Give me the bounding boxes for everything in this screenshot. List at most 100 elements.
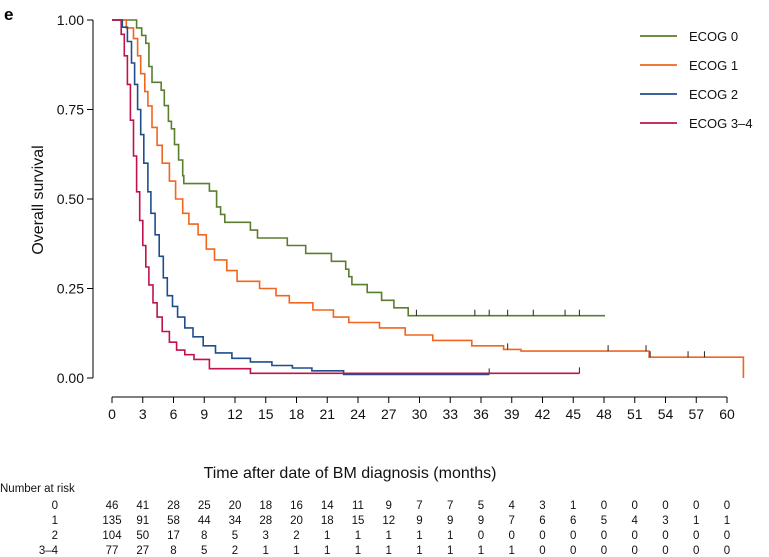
risk-count: 0 — [509, 530, 515, 542]
risk-count: 18 — [259, 500, 272, 512]
x-tick-label: 45 — [565, 406, 581, 422]
risk-row-label: 1 — [52, 515, 58, 527]
risk-count: 18 — [321, 515, 334, 527]
risk-count: 3 — [539, 500, 545, 512]
risk-count: 0 — [632, 545, 638, 557]
risk-count: 0 — [693, 545, 699, 557]
risk-count: 5 — [478, 500, 484, 512]
risk-count: 6 — [570, 515, 576, 527]
y-tick-label: 0.25 — [57, 281, 84, 297]
x-tick-label: 60 — [719, 406, 735, 422]
risk-count: 6 — [539, 515, 545, 527]
risk-count: 11 — [352, 500, 364, 512]
y-tick-label: 0.50 — [57, 191, 84, 207]
risk-count: 4 — [509, 500, 516, 512]
risk-count: 46 — [106, 500, 119, 512]
risk-count: 1 — [386, 530, 392, 542]
risk-count: 41 — [136, 500, 149, 512]
x-tick-label: 51 — [627, 406, 643, 422]
risk-count: 1 — [416, 545, 422, 557]
x-tick-label: 3 — [139, 406, 147, 422]
risk-count: 1 — [355, 530, 361, 542]
risk-count: 0 — [601, 545, 607, 557]
risk-count: 0 — [724, 545, 730, 557]
survival-curves — [112, 19, 745, 378]
risk-count: 0 — [478, 530, 484, 542]
risk-count: 0 — [601, 500, 607, 512]
risk-count: 20 — [229, 500, 242, 512]
legend-label: ECOG 3–4 — [689, 116, 753, 131]
risk-count: 9 — [447, 515, 453, 527]
risk-count: 9 — [416, 515, 422, 527]
risk-count: 0 — [539, 545, 545, 557]
risk-count: 9 — [386, 500, 392, 512]
risk-count: 0 — [570, 530, 576, 542]
x-tick-label: 39 — [504, 406, 520, 422]
x-tick-label: 30 — [412, 406, 428, 422]
x-tick-label: 33 — [442, 406, 458, 422]
x-tick-label: 15 — [258, 406, 274, 422]
risk-count: 1 — [693, 515, 699, 527]
risk-count: 50 — [136, 530, 149, 542]
risk-count: 135 — [102, 515, 121, 527]
risk-count: 0 — [693, 530, 699, 542]
risk-count: 0 — [570, 545, 576, 557]
risk-count: 2 — [232, 545, 238, 557]
risk-count: 0 — [693, 500, 699, 512]
risk-count: 1 — [324, 545, 330, 557]
risk-count: 0 — [662, 530, 668, 542]
y-tick-label: 0.00 — [57, 370, 84, 386]
survival-curve-2 — [112, 19, 490, 376]
risk-count: 4 — [632, 515, 639, 527]
risk-count: 44 — [198, 515, 211, 527]
risk-count: 28 — [167, 500, 180, 512]
risk-count: 16 — [290, 500, 303, 512]
risk-count: 0 — [724, 530, 730, 542]
risk-count: 0 — [662, 500, 668, 512]
risk-count: 1 — [355, 545, 361, 557]
risk-count: 1 — [478, 545, 484, 557]
x-axis: 0 3 6 9 12 15 18 21 24 27 30 33 36 39 42 45 48 51 54 57 60 — [108, 396, 735, 422]
risk-count: 8 — [170, 545, 176, 557]
risk-count: 77 — [106, 545, 119, 557]
survival-curve-1 — [112, 19, 745, 378]
risk-count: 8 — [201, 530, 207, 542]
risk-count: 1 — [263, 545, 269, 557]
x-tick-label: 0 — [108, 406, 116, 422]
risk-count: 7 — [509, 515, 515, 527]
x-tick-label: 36 — [473, 406, 489, 422]
risk-count: 1 — [724, 515, 730, 527]
x-tick-label: 57 — [688, 406, 704, 422]
risk-count: 25 — [198, 500, 211, 512]
risk-count: 14 — [321, 500, 334, 512]
survival-curve-3 — [112, 19, 580, 375]
x-tick-label: 42 — [535, 406, 551, 422]
risk-count: 91 — [136, 515, 149, 527]
risk-count: 7 — [447, 500, 453, 512]
risk-count: 58 — [167, 515, 180, 527]
x-tick-label: 27 — [381, 406, 397, 422]
y-tick-label: 1.00 — [57, 12, 84, 28]
panel-label: e — [4, 5, 13, 24]
risk-count: 9 — [478, 515, 484, 527]
x-tick-label: 6 — [170, 406, 178, 422]
risk-count: 0 — [632, 530, 638, 542]
x-tick-label: 9 — [200, 406, 208, 422]
risk-row-label: 2 — [52, 530, 58, 542]
x-tick-label: 21 — [319, 406, 335, 422]
risk-count: 3 — [662, 515, 668, 527]
risk-count: 12 — [382, 515, 395, 527]
x-tick-label: 24 — [350, 406, 366, 422]
legend-label: ECOG 0 — [689, 29, 738, 44]
risk-row-label: 0 — [52, 500, 58, 512]
risk-count: 1 — [416, 530, 422, 542]
risk-count: 1 — [293, 545, 299, 557]
x-tick-label: 54 — [658, 406, 674, 422]
risk-count: 2 — [293, 530, 299, 542]
risk-count: 0 — [662, 545, 668, 557]
risk-count: 15 — [352, 515, 365, 527]
risk-count: 0 — [539, 530, 545, 542]
risk-count: 1 — [570, 500, 576, 512]
